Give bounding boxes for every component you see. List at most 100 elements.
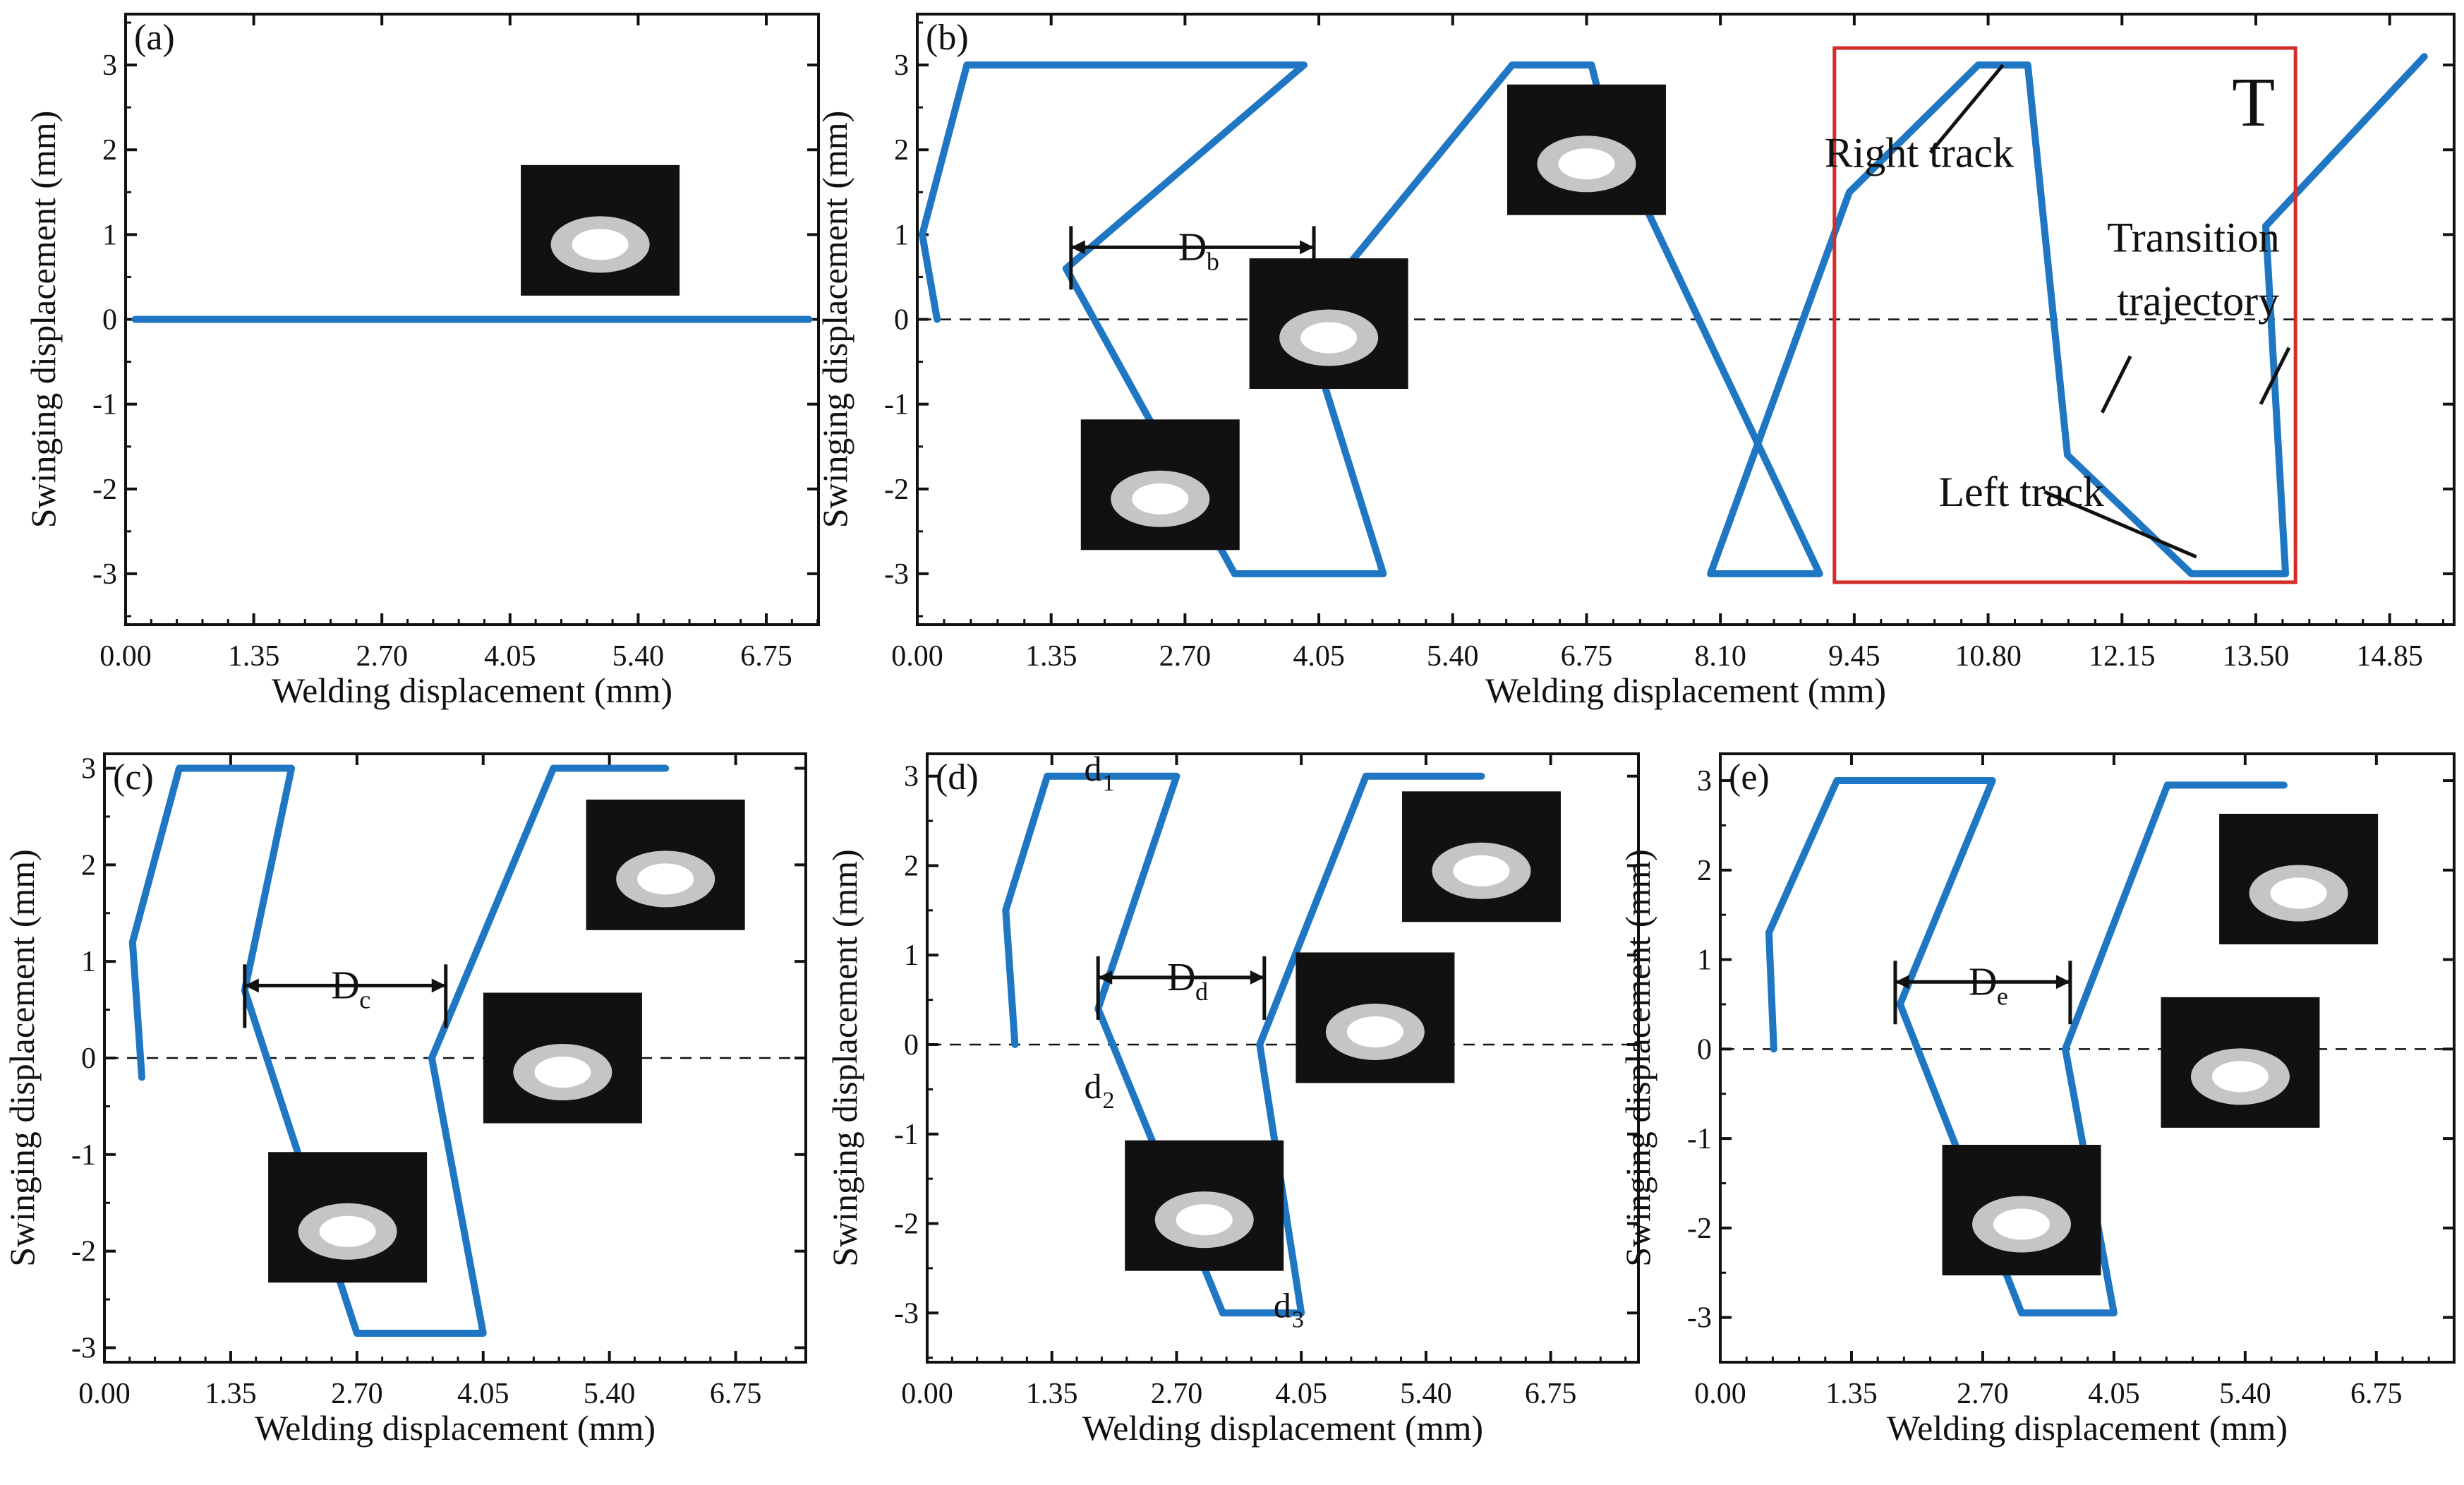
dimension-subscript: e — [1997, 982, 2008, 1010]
arc-core — [572, 229, 629, 260]
point-label-subscript: 1 — [1103, 770, 1115, 796]
annotation-text: Transition — [2107, 214, 2280, 260]
x-tick-label: 6.75 — [710, 1378, 762, 1410]
arrow-icon — [244, 978, 259, 993]
y-axis-ticks: 3 2 1 0 -1 -2 -3 — [92, 21, 819, 618]
dimension-subscript: d — [1195, 978, 1208, 1006]
x-tick-label: 5.40 — [1400, 1378, 1452, 1410]
x-tick-label: 9.45 — [1828, 640, 1880, 673]
x-tick-label: 1.35 — [1025, 640, 1077, 673]
x-tick-label: 4.05 — [2088, 1378, 2140, 1410]
arc-core — [1453, 855, 1510, 886]
x-tick-label: 5.40 — [1427, 640, 1479, 673]
x-tick-label: 1.35 — [1026, 1378, 1078, 1410]
x-tick-label: 6.75 — [740, 640, 792, 673]
x-tick-label: 1.35 — [205, 1378, 257, 1410]
y-tick-label: 0 — [1697, 1033, 1712, 1066]
y-tick-label: 0 — [81, 1042, 96, 1075]
y-tick-label: -3 — [92, 558, 117, 591]
arrow-icon — [2055, 975, 2070, 990]
arc-image-icon — [1249, 258, 1408, 390]
arc-image-icon — [1401, 791, 1561, 922]
panel-label: (e) — [1729, 757, 1770, 798]
arrow-icon — [1070, 240, 1085, 255]
x-tick-label: 2.70 — [1151, 1378, 1203, 1410]
y-tick-label: -1 — [71, 1139, 96, 1172]
y-tick-label: 2 — [904, 850, 919, 882]
dimension-subscript: b — [1207, 247, 1219, 275]
y-tick-label: 3 — [81, 753, 96, 786]
dimension-subscript: c — [359, 985, 370, 1014]
y-tick-label: 1 — [102, 219, 117, 251]
x-tick-label: 0.00 — [99, 640, 152, 673]
x-tick-label: 1.35 — [228, 640, 280, 673]
arc-core — [1300, 322, 1358, 354]
point-label-subscript: 2 — [1103, 1088, 1115, 1114]
arc-image-icon — [1506, 84, 1666, 215]
dimension-label: D — [1167, 956, 1195, 999]
annotation-text: trajectory — [2117, 277, 2279, 324]
arc-core — [534, 1057, 591, 1088]
y-tick-label: 2 — [894, 134, 909, 167]
x-tick-label: 6.75 — [1525, 1378, 1577, 1410]
x-tick-label: 2.70 — [1159, 640, 1212, 673]
y-axis-label: Swinging displacement (mm) — [1618, 849, 1657, 1267]
panel-label: (d) — [936, 757, 979, 798]
y-tick-label: 1 — [1697, 944, 1712, 977]
x-tick-label: 12.15 — [2089, 640, 2156, 673]
x-axis-label: Welding displacement (mm) — [1082, 1408, 1483, 1448]
y-tick-label: -3 — [884, 558, 909, 591]
point-label-subscript: 3 — [1292, 1307, 1304, 1333]
arc-core — [1558, 148, 1615, 180]
annotation-text: Right track — [1825, 129, 2014, 176]
y-tick-label: 3 — [904, 761, 919, 793]
x-tick-label: 5.40 — [612, 640, 665, 673]
x-tick-label: 6.75 — [1561, 640, 1613, 673]
transition-arrow — [2100, 355, 2132, 414]
x-tick-label: 0.00 — [1694, 1378, 1746, 1410]
x-axis-ticks: 0.00 1.35 2.70 4.05 5.40 6.75 — [1694, 754, 2430, 1410]
x-axis-label: Welding displacement (mm) — [1485, 671, 1886, 710]
y-tick-label: -2 — [92, 474, 117, 506]
arrow-icon — [1098, 970, 1113, 985]
arc-image-icon — [586, 799, 745, 930]
x-axis-label: Welding displacement (mm) — [1887, 1408, 2288, 1448]
x-tick-label: 2.70 — [356, 640, 408, 673]
y-tick-label: -1 — [894, 1119, 919, 1151]
y-tick-label: -2 — [1687, 1213, 1712, 1245]
dimension-label: D — [331, 963, 359, 1007]
x-tick-label: 2.70 — [1957, 1378, 2009, 1410]
x-tick-label: 4.05 — [1275, 1378, 1327, 1410]
y-tick-label: 2 — [1697, 855, 1712, 887]
point-label: d — [1085, 749, 1102, 788]
panel-e: 0.00 1.35 2.70 4.05 5.40 6.75 3 2 1 0 -1 -2 -3 Weldin… — [1618, 752, 2456, 1448]
y-axis-label: Swinging displacement (mm) — [23, 111, 63, 529]
panel-label: (c) — [113, 757, 154, 798]
arc-core — [1132, 483, 1189, 515]
dimension-label: D — [1178, 225, 1207, 269]
x-tick-label: 5.40 — [2219, 1378, 2271, 1410]
panel-d: 0.00 1.35 2.70 4.05 5.40 6.75 3 2 1 0 -1 -2 -3 Weldin… — [825, 749, 1640, 1448]
x-tick-label: 14.85 — [2356, 640, 2423, 673]
panel-b: 0.00 1.35 2.70 4.05 5.40 6.75 8.10 9.45 10.80 12.… — [815, 13, 2456, 710]
y-axis-label: Swinging displacement (mm) — [825, 849, 864, 1267]
box-label: T — [2232, 63, 2275, 141]
arc-image-icon — [1125, 1140, 1284, 1271]
arrow-icon — [1250, 970, 1264, 985]
x-tick-label: 4.05 — [457, 1378, 509, 1410]
arc-image-icon — [2219, 813, 2379, 944]
x-tick-label: 0.00 — [78, 1378, 131, 1410]
arc-core — [2211, 1061, 2269, 1093]
arc-core — [1346, 1016, 1403, 1047]
x-tick-label: 1.35 — [1825, 1378, 1878, 1410]
y-tick-label: 3 — [102, 49, 117, 82]
x-axis-ticks: 0.00 1.35 2.70 4.05 5.40 6.75 8.10 9.45 10.80 12.… — [891, 14, 2445, 673]
y-axis-label: Swinging displacement (mm) — [2, 849, 42, 1267]
arrow-icon — [1895, 975, 1909, 990]
x-tick-label: 4.05 — [484, 640, 536, 673]
y-axis-label: Swinging displacement (mm) — [815, 111, 854, 529]
